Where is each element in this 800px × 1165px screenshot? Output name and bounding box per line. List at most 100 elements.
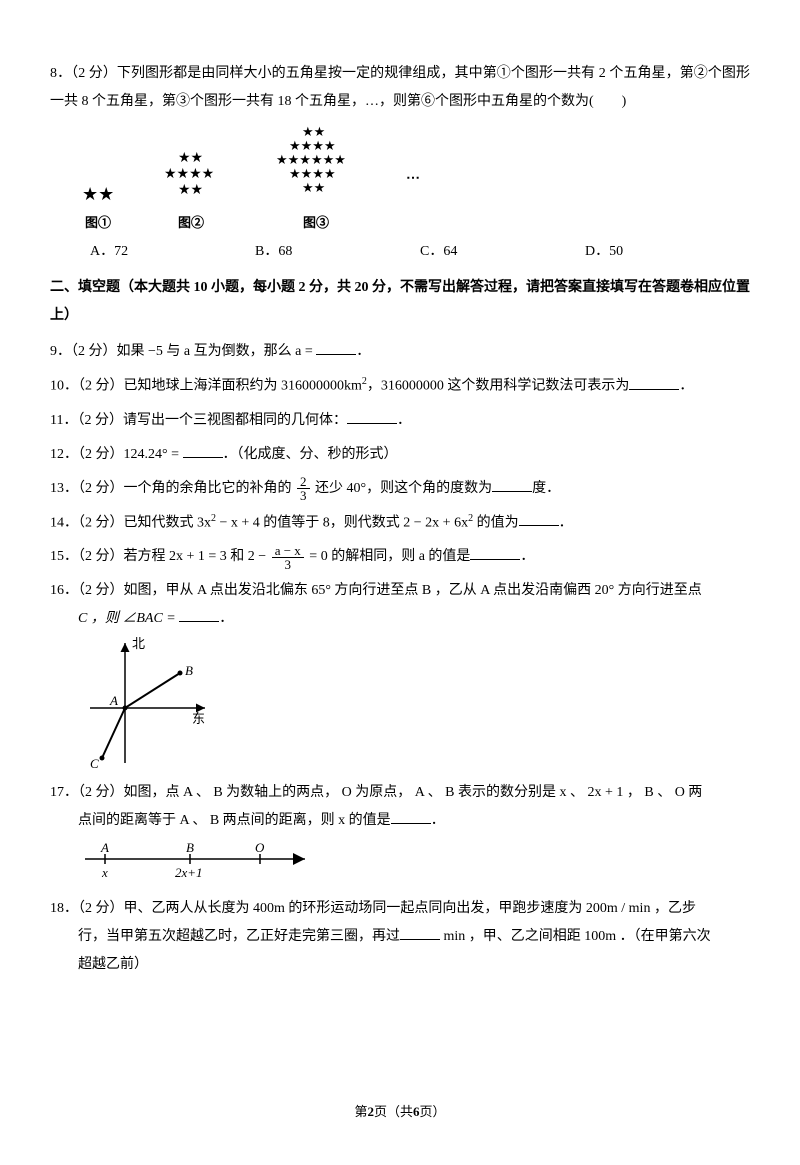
- q16-blank: [179, 607, 219, 622]
- section-2-header: 二、填空题（本大题共 10 小题，每小题 2 分，共 20 分，不需写出解答过程…: [50, 274, 750, 330]
- question-11: 11．（2 分）请写出一个三视图都相同的几何体： ．: [50, 407, 750, 435]
- q13-frac: 23: [297, 475, 310, 502]
- q18-line2-post: min ，甲、乙之间相距 100m ．（在甲第六次: [440, 929, 711, 944]
- q16-line2: C ，则 ∠BAC = ．: [50, 605, 750, 633]
- svg-text:★★★★: ★★★★: [289, 166, 336, 181]
- q8-figures: ★★ 图① ★★ ★★★★ ★★ 图② ★★ ★★★★ ★★★★★★ ★★★★ …: [80, 122, 750, 236]
- question-8: 8．（2 分）下列图形都是由同样大小的五角星按一定的规律组成，其中第①个图形一共…: [50, 60, 750, 266]
- q16-figure: 北 东 A B C: [80, 633, 220, 773]
- q17-figure: A B O x 2x+1: [80, 839, 750, 889]
- q18-line1: 18．（2 分）甲、乙两人从长度为 400m 的环形运动场同一起点同向出发，甲跑…: [50, 895, 750, 923]
- q13-den: 3: [297, 489, 310, 502]
- q14-pre: 14．（2 分）已知代数式 3x: [50, 515, 211, 530]
- q11-blank: [347, 409, 397, 424]
- question-12: 12．（2 分）124.24° = ．（化成度、分、秒的形式）: [50, 441, 750, 469]
- q13-blank: [492, 477, 532, 492]
- q8-fig2-caption: 图②: [156, 210, 226, 236]
- q16-line2-pre: C ，则 ∠BAC =: [78, 611, 179, 626]
- question-18: 18．（2 分）甲、乙两人从长度为 400m 的环形运动场同一起点同向出发，甲跑…: [50, 895, 750, 979]
- q9-pre: 9．（2 分）如果 −5 与 a 互为倒数，那么 a =: [50, 344, 316, 359]
- svg-text:★★: ★★: [178, 151, 203, 166]
- q9-blank: [316, 340, 356, 355]
- q8-fig1: ★★ 图①: [80, 182, 116, 236]
- q13-mid: 还少 40°，则这个角的度数为: [312, 481, 493, 496]
- q8-fig3-caption: 图③: [266, 210, 366, 236]
- question-9: 9．（2 分）如果 −5 与 a 互为倒数，那么 a = ．: [50, 338, 750, 366]
- nl-o: O: [255, 840, 265, 855]
- north-label: 北: [132, 636, 145, 651]
- q8-text: 8．（2 分）下列图形都是由同样大小的五角星按一定的规律组成，其中第①个图形一共…: [50, 60, 750, 116]
- q18-blank: [400, 925, 440, 940]
- q8-opt-b: B．68: [255, 238, 420, 266]
- q13-pre: 13．（2 分）一个角的余角比它的补角的: [50, 481, 295, 496]
- question-15: 15．（2 分）若方程 2x + 1 = 3 和 2 − a − x3 = 0 …: [50, 543, 750, 571]
- q15-num: a − x: [272, 544, 304, 558]
- svg-text:★★★★: ★★★★: [164, 167, 214, 182]
- q18-line2-pre: 行，当甲第五次超越乙时，乙正好走完第三圈，再过: [78, 929, 400, 944]
- svg-text:★★: ★★: [82, 184, 114, 204]
- q8-fig2: ★★ ★★★★ ★★ 图②: [156, 148, 226, 236]
- page-footer: 第2页（共6页）: [50, 1099, 750, 1125]
- q10-mid: ，316000000 这个数用科学记数法可表示为: [367, 379, 630, 394]
- star-fig-3: ★★ ★★★★ ★★★★★★ ★★★★ ★★: [266, 122, 366, 208]
- q17-line2-post: ．: [431, 813, 445, 828]
- q13-num: 2: [297, 475, 310, 489]
- svg-text:★★: ★★: [178, 183, 203, 198]
- q8-fig3: ★★ ★★★★ ★★★★★★ ★★★★ ★★ 图③: [266, 122, 366, 236]
- q14-blank: [519, 511, 559, 526]
- q8-opt-a: A．72: [90, 238, 255, 266]
- question-13: 13．（2 分）一个角的余角比它的补角的 23 还少 40°，则这个角的度数为 度…: [50, 475, 750, 503]
- q15-pre: 15．（2 分）若方程 2x + 1 = 3 和 2 −: [50, 549, 270, 564]
- q17-line1: 17．（2 分）如图，点 A 、 B 为数轴上的两点， O 为原点， A 、 B…: [50, 779, 750, 807]
- point-c: C: [90, 756, 99, 771]
- footer-mid: 页（共: [374, 1104, 413, 1119]
- star-fig-2: ★★ ★★★★ ★★: [156, 148, 226, 208]
- question-16: 16．（2 分）如图，甲从 A 点出发沿北偏东 65° 方向行进至点 B ，乙从…: [50, 577, 750, 773]
- svg-text:★★: ★★: [302, 180, 325, 195]
- q14-post: ．: [559, 515, 573, 530]
- q14-mid2: 的值为: [473, 515, 519, 530]
- q16-line1: 16．（2 分）如图，甲从 A 点出发沿北偏东 65° 方向行进至点 B ，乙从…: [50, 577, 750, 605]
- question-14: 14．（2 分）已知代数式 3x2 − x + 4 的值等于 8，则代数式 2 …: [50, 509, 750, 538]
- q15-frac: a − x3: [272, 544, 304, 571]
- number-line: A B O x 2x+1: [80, 839, 320, 889]
- q15-den: 3: [272, 558, 304, 571]
- q10-blank: [629, 375, 679, 390]
- east-label: 东: [192, 711, 205, 726]
- nl-xa: x: [101, 865, 108, 880]
- q8-dots: ⋯: [406, 165, 420, 193]
- q13-post: 度．: [532, 481, 560, 496]
- question-17: 17．（2 分）如图，点 A 、 B 为数轴上的两点， O 为原点， A 、 B…: [50, 779, 750, 889]
- nl-a: A: [100, 840, 109, 855]
- q15-post: ．: [520, 549, 534, 564]
- q12-pre: 12．（2 分）124.24° =: [50, 447, 183, 462]
- q8-fig1-caption: 图①: [80, 210, 116, 236]
- nl-xb: 2x+1: [175, 865, 203, 880]
- q12-blank: [183, 443, 223, 458]
- q8-opt-c: C．64: [420, 238, 585, 266]
- q18-line2: 行，当甲第五次超越乙时，乙正好走完第三圈，再过 min ，甲、乙之间相距 100…: [50, 923, 750, 951]
- star-fig-1: ★★: [80, 182, 116, 208]
- q8-opt-d: D．50: [585, 238, 750, 266]
- svg-text:★★★★★★: ★★★★★★: [276, 152, 346, 167]
- point-b: B: [185, 663, 193, 678]
- q16-line2-post: ．: [219, 611, 233, 626]
- question-10: 10．（2 分）已知地球上海洋面积约为 316000000km2，3160000…: [50, 372, 750, 401]
- q15-mid: = 0 的解相同，则 a 的值是: [306, 549, 471, 564]
- q18-line3: 超越乙前）: [50, 951, 750, 979]
- svg-text:★★★★: ★★★★: [289, 138, 336, 153]
- footer-pre: 第: [354, 1104, 367, 1119]
- nl-b: B: [186, 840, 194, 855]
- q15-blank: [470, 545, 520, 560]
- q17-line2: 点间的距离等于 A 、 B 两点间的距离，则 x 的值是．: [50, 807, 750, 835]
- q17-blank: [391, 809, 431, 824]
- compass-diagram: 北 东 A B C: [80, 633, 220, 773]
- q10-pre: 10．（2 分）已知地球上海洋面积约为 316000000km: [50, 379, 362, 394]
- q14-mid1: − x + 4 的值等于 8，则代数式 2 − 2x + 6x: [216, 515, 468, 530]
- q11-post: ．: [397, 413, 411, 428]
- q8-options: A．72 B．68 C．64 D．50: [50, 238, 750, 266]
- footer-post: 页）: [420, 1104, 446, 1119]
- point-a: A: [109, 693, 118, 708]
- q9-post: ．: [356, 344, 370, 359]
- q11-pre: 11．（2 分）请写出一个三视图都相同的几何体：: [50, 413, 347, 428]
